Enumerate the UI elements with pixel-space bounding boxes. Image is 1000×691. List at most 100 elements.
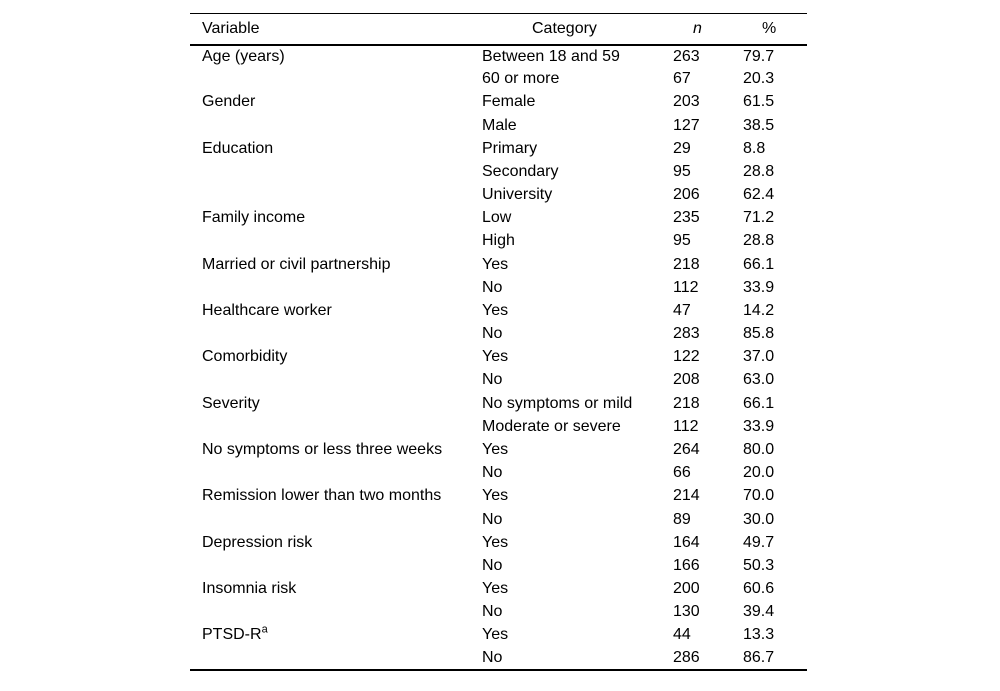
- n-cell: 29: [673, 139, 691, 157]
- percent-cell: 50.3: [743, 556, 775, 574]
- table-row: Education Primary 29 8.8: [190, 137, 807, 160]
- variable-cell: Education: [190, 137, 482, 160]
- percent-cell: 38.5: [743, 116, 775, 134]
- percent-cell: 28.8: [743, 162, 775, 180]
- table-row: Secondary 95 28.8: [190, 160, 807, 183]
- column-header-percent: %: [743, 13, 807, 46]
- variable-cell: [190, 114, 482, 137]
- table-row: Severity No symptoms or mild 218 66.1: [190, 392, 807, 415]
- table-row: No 66 20.0: [190, 462, 807, 485]
- category-cell: High: [482, 232, 515, 250]
- variable-label: Insomnia risk: [202, 580, 297, 598]
- variable-cell: PTSD-Ra: [190, 624, 482, 647]
- variable-cell: [190, 276, 482, 299]
- n-cell: 122: [673, 348, 700, 366]
- percent-cell: 62.4: [743, 186, 775, 204]
- category-cell: 60 or more: [482, 70, 560, 88]
- category-cell: No: [482, 325, 503, 343]
- n-cell: 203: [673, 93, 700, 111]
- variable-label: Severity: [202, 394, 260, 412]
- variable-cell: [190, 601, 482, 624]
- percent-cell: 37.0: [743, 348, 775, 366]
- table-body: Age (years) Between 18 and 59 263 79.7 6…: [190, 45, 807, 671]
- percent-cell: 60.6: [743, 580, 775, 598]
- n-cell: 66: [673, 464, 691, 482]
- percent-cell: 66.1: [743, 255, 775, 273]
- n-cell: 127: [673, 116, 700, 134]
- variable-cell: Insomnia risk: [190, 577, 482, 600]
- n-cell: 89: [673, 510, 691, 528]
- category-cell: Between 18 and 59: [482, 47, 620, 65]
- variable-label: Comorbidity: [202, 348, 288, 366]
- percent-cell: 28.8: [743, 232, 775, 250]
- percent-cell: 86.7: [743, 649, 775, 667]
- variable-label: Remission lower than two months: [202, 487, 442, 505]
- percent-cell: 79.7: [743, 47, 775, 65]
- variable-cell: [190, 323, 482, 346]
- n-cell: 218: [673, 255, 700, 273]
- category-cell: Female: [482, 93, 536, 111]
- category-cell: No: [482, 371, 503, 389]
- n-cell: 130: [673, 603, 700, 621]
- variable-cell: Depression risk: [190, 531, 482, 554]
- percent-cell: 63.0: [743, 371, 775, 389]
- n-cell: 235: [673, 209, 700, 227]
- table-row: No 130 39.4: [190, 601, 807, 624]
- percent-cell: 66.1: [743, 394, 775, 412]
- table-row: No 283 85.8: [190, 323, 807, 346]
- variable-cell: Comorbidity: [190, 346, 482, 369]
- table-header: Variable Category n %: [190, 13, 807, 46]
- table-row: PTSD-Ra Yes 44 13.3: [190, 624, 807, 647]
- percent-cell: 13.3: [743, 626, 775, 644]
- data-table: Variable Category n % Age (years) Betwee…: [190, 13, 807, 672]
- percent-cell: 20.3: [743, 70, 775, 88]
- percent-cell: 8.8: [743, 139, 766, 157]
- variable-cell: Remission lower than two months: [190, 485, 482, 508]
- table-row: No 286 86.7: [190, 647, 807, 670]
- variable-cell: Severity: [190, 392, 482, 415]
- variable-cell: [190, 68, 482, 91]
- n-cell: 214: [673, 487, 700, 505]
- percent-cell: 14.2: [743, 301, 775, 319]
- variable-cell: [190, 554, 482, 577]
- n-cell: 218: [673, 394, 700, 412]
- n-cell: 44: [673, 626, 691, 644]
- category-cell: No: [482, 603, 503, 621]
- table-row: 60 or more 67 20.3: [190, 68, 807, 91]
- n-cell: 286: [673, 649, 700, 667]
- table-row: High 95 28.8: [190, 230, 807, 253]
- category-cell: No symptoms or mild: [482, 394, 633, 412]
- variable-cell: [190, 369, 482, 392]
- percent-cell: 80.0: [743, 441, 775, 458]
- table-row: No 208 63.0: [190, 369, 807, 392]
- variable-cell: [190, 508, 482, 531]
- category-cell: No: [482, 278, 503, 296]
- variable-superscript: a: [261, 624, 268, 637]
- table-row: Married or civil partnership Yes 218 66.…: [190, 253, 807, 276]
- table-row: Remission lower than two months Yes 214 …: [190, 485, 807, 508]
- variable-label: Depression risk: [202, 533, 313, 551]
- n-cell: 206: [673, 186, 700, 204]
- variable-label: Healthcare worker: [202, 301, 332, 319]
- percent-cell: 61.5: [743, 93, 775, 111]
- percent-cell: 30.0: [743, 510, 775, 528]
- category-cell: Yes: [482, 301, 509, 319]
- variable-cell: [190, 184, 482, 207]
- table-row: No 112 33.9: [190, 276, 807, 299]
- table-row: Age (years) Between 18 and 59 263 79.7: [190, 45, 807, 68]
- n-cell: 47: [673, 301, 691, 319]
- variable-cell: [190, 160, 482, 183]
- table-row: Gender Female 203 61.5: [190, 91, 807, 114]
- percent-cell: 33.9: [743, 278, 775, 296]
- variable-label: No symptoms or less three weeks: [202, 441, 443, 458]
- category-cell: Moderate or severe: [482, 417, 621, 435]
- table-row: Depression risk Yes 164 49.7: [190, 531, 807, 554]
- table-row: Comorbidity Yes 122 37.0: [190, 346, 807, 369]
- table-row: Male 127 38.5: [190, 114, 807, 137]
- percent-cell: 39.4: [743, 603, 775, 621]
- category-cell: University: [482, 186, 553, 204]
- n-cell: 200: [673, 580, 700, 598]
- variable-cell: [190, 647, 482, 670]
- variable-label: Family income: [202, 209, 306, 227]
- variable-cell: Age (years): [190, 45, 482, 68]
